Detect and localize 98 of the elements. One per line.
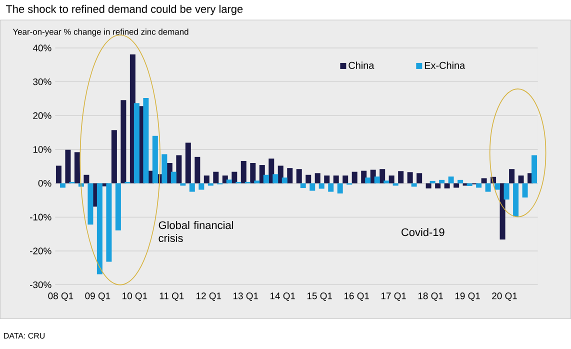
bar xyxy=(240,161,246,184)
x-tick-label: 11 Q1 xyxy=(160,292,184,302)
x-tick-label: 16 Q1 xyxy=(344,292,370,302)
bar xyxy=(250,163,256,184)
y-tick-label: 0% xyxy=(38,180,52,187)
bar xyxy=(416,173,422,184)
y-axis-title: Year-on-year % change in refined zinc demand xyxy=(12,28,188,37)
x-tick-label: 12 Q1 xyxy=(196,292,222,302)
bar xyxy=(328,183,334,192)
legend-label: Ex-China xyxy=(424,62,466,70)
y-tick-label: 10% xyxy=(33,146,52,153)
bar xyxy=(384,180,390,184)
bar xyxy=(287,168,293,184)
bar xyxy=(226,180,232,184)
bar xyxy=(448,176,454,184)
bar xyxy=(342,176,348,184)
bar xyxy=(454,183,460,188)
bar xyxy=(213,172,219,184)
bar xyxy=(296,169,302,184)
bar xyxy=(314,173,320,184)
bar xyxy=(65,150,71,184)
bar xyxy=(466,183,472,186)
bar xyxy=(84,174,90,184)
bar xyxy=(278,166,284,184)
bar xyxy=(106,183,112,262)
bar xyxy=(162,154,168,184)
bar xyxy=(318,183,324,189)
chart-title: The shock to refined demand could be very large xyxy=(6,5,243,16)
bar xyxy=(444,183,450,188)
bar xyxy=(254,180,260,184)
bar xyxy=(333,176,339,184)
y-tick-label: 40% xyxy=(32,44,52,52)
bar xyxy=(96,183,102,274)
bar xyxy=(388,176,394,184)
bar xyxy=(407,172,413,184)
bar xyxy=(435,183,441,188)
y-tick-label: 30% xyxy=(33,78,52,86)
bar xyxy=(476,183,482,188)
bar xyxy=(115,183,121,230)
x-tick-label: 10 Q1 xyxy=(122,292,148,302)
bar xyxy=(88,183,94,225)
x-tick-label: 13 Q1 xyxy=(233,292,258,302)
bar xyxy=(324,176,330,184)
x-tick-label: 19 Q1 xyxy=(455,292,480,302)
legend-label: China xyxy=(348,62,374,70)
y-tick-label: -20% xyxy=(30,248,52,254)
bar xyxy=(513,183,519,217)
bar xyxy=(152,136,158,184)
x-tick-label: 09 Q1 xyxy=(85,292,110,302)
x-tick-label: 15 Q1 xyxy=(307,292,332,302)
bar xyxy=(352,172,358,184)
bar xyxy=(198,183,204,190)
y-tick-label: 20% xyxy=(33,112,52,120)
bar xyxy=(439,180,445,184)
annotation: Global financial crisis xyxy=(158,221,234,242)
bar xyxy=(74,152,80,184)
bar xyxy=(176,155,182,184)
bar xyxy=(485,183,491,192)
bar xyxy=(170,172,176,184)
bar xyxy=(518,176,524,184)
bar xyxy=(56,166,62,184)
bar xyxy=(398,171,404,184)
x-tick-label: 08 Q1 xyxy=(48,292,74,302)
bar xyxy=(60,183,66,188)
y-tick-label: -30% xyxy=(30,282,52,288)
bar xyxy=(532,155,538,184)
bar xyxy=(143,98,149,184)
bar xyxy=(380,169,386,184)
bar xyxy=(185,142,191,184)
bar xyxy=(120,100,126,184)
bar xyxy=(189,183,195,192)
bar xyxy=(263,174,269,184)
bar xyxy=(481,178,487,184)
bar xyxy=(282,178,288,184)
x-tick-label: 18 Q1 xyxy=(418,292,443,302)
bar xyxy=(494,183,500,190)
bar xyxy=(509,169,515,184)
bar xyxy=(204,176,210,184)
bar xyxy=(232,172,238,184)
bar xyxy=(194,157,200,184)
bar xyxy=(310,183,316,191)
annotation: Covid-19 xyxy=(402,228,444,236)
x-tick-label: 17 Q1 xyxy=(381,292,406,302)
bar xyxy=(337,183,343,194)
y-tick-label: -10% xyxy=(30,214,52,221)
bar xyxy=(365,178,371,184)
bar xyxy=(134,103,140,184)
x-tick-label: 20 Q1 xyxy=(492,292,517,302)
bar xyxy=(426,183,432,188)
bar xyxy=(458,180,464,184)
bar xyxy=(522,183,528,198)
bar xyxy=(306,174,312,184)
x-tick-label: 14 Q1 xyxy=(270,292,296,302)
bar xyxy=(374,176,380,184)
bar xyxy=(111,130,117,184)
bar xyxy=(272,174,278,184)
bar xyxy=(300,183,306,188)
bar xyxy=(504,183,510,200)
